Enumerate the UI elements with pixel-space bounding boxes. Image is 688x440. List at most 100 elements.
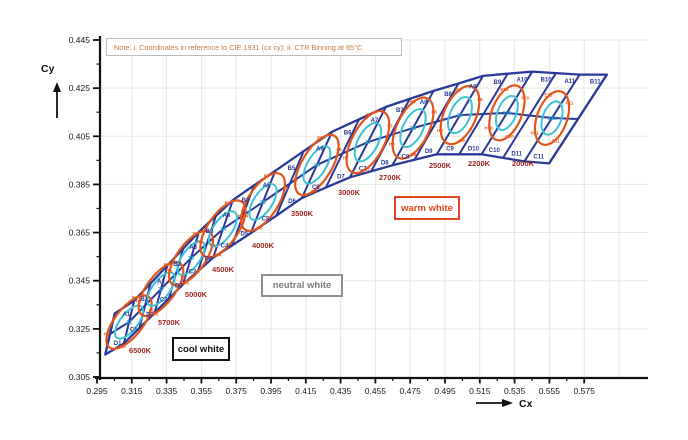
3step-label-31: 31	[126, 320, 132, 326]
bin-mid-line	[349, 106, 387, 178]
x-tick-label: 0.575	[574, 386, 596, 396]
bin-label-D11: D11	[511, 152, 522, 158]
cct-label-6500K: 6500K	[129, 346, 152, 355]
ring-label-G7: G7	[364, 167, 371, 172]
y-axis-title: Cy	[41, 63, 55, 75]
ellipse-3step-3	[176, 240, 206, 276]
3step-label-36: 36	[314, 163, 320, 169]
ring-label-G1: G1	[120, 344, 127, 349]
ellipse-3step-5	[248, 183, 278, 221]
bin-boundary-line	[324, 118, 360, 189]
y-tick-label: 0.305	[69, 372, 91, 382]
ring-label-G4: G4	[216, 252, 223, 257]
3step-label-37: 37	[365, 140, 371, 146]
y-tick-label: 0.385	[69, 179, 91, 189]
bin-mid-line	[212, 199, 234, 259]
ellipses	[105, 84, 571, 350]
ring-label-F4: F4	[243, 213, 249, 218]
bin-label-D3: D3	[175, 283, 183, 289]
ellipse-3step-10	[494, 94, 519, 131]
ellipse-5step-5	[239, 172, 287, 232]
bin-label-D6: D6	[288, 199, 296, 205]
ring-label-F1: F1	[149, 308, 155, 313]
3step-label-35: 35	[260, 200, 266, 206]
x-tick-label: 0.375	[226, 386, 248, 396]
ring-label-E8: E8	[410, 99, 416, 104]
cct-label-2000K: 2000K	[512, 159, 535, 168]
ring-label-E4: E4	[225, 201, 231, 206]
bin-label-A11: A11	[564, 79, 575, 85]
bin-label-D4: D4	[205, 256, 213, 262]
warm-white-label: warm white	[394, 196, 460, 220]
x-tick-label: 0.455	[365, 386, 387, 396]
ring-label-F2: F2	[181, 275, 187, 280]
bin-mid-line	[391, 90, 435, 166]
bin-label-A2: A2	[157, 279, 165, 285]
cool-white-text: cool white	[177, 343, 225, 355]
x-tick-label: 0.335	[156, 386, 178, 396]
ellipse-3step-9	[447, 96, 473, 135]
ring-label-H10: H10	[485, 126, 494, 131]
labels: A1 B1 C1 D1 E1 F1 G1 H1 31 6500K A2 B2 C2 D2 E2 F2 G2 H2 3…	[104, 77, 602, 355]
band-center-line	[109, 111, 579, 335]
3step-label-34: 34	[220, 227, 227, 233]
ring-label-H1: H1	[104, 331, 110, 336]
ring-label-G5: G5	[256, 226, 263, 231]
ring-label-E7: E7	[366, 112, 372, 117]
bin-label-C1: C1	[130, 328, 138, 334]
bin-mid-line	[181, 231, 200, 285]
neutral-white-label: neutral white	[261, 274, 343, 297]
ring-label-G9: G9	[459, 138, 466, 143]
ring-label-H9: H9	[437, 128, 443, 133]
bin-label-D7: D7	[337, 174, 345, 180]
ring-label-G10: G10	[505, 134, 514, 139]
bin-label-C8: C8	[402, 154, 410, 160]
ellipse-3step-8	[399, 108, 427, 148]
bin-label-B2: B2	[173, 262, 181, 268]
bin-boundary-line	[275, 150, 305, 217]
bin-label-B1: B1	[141, 297, 149, 303]
warm-white-text: warm white	[401, 202, 453, 214]
x-tick-label: 0.535	[504, 386, 526, 396]
note-box: Note: i. Coordinates in reference to CIE…	[106, 38, 402, 56]
bin-label-C11: C11	[533, 154, 544, 160]
ring-label-E1: E1	[132, 295, 138, 300]
ellipse-5step-1	[105, 294, 153, 350]
bin-label-D2: D2	[146, 312, 154, 318]
bin-label-B6: B6	[344, 131, 352, 137]
ring-label-E5: E5	[264, 173, 270, 178]
x-tick-label: 0.295	[86, 386, 108, 396]
bin-label-D10: D10	[468, 146, 480, 152]
bin-boundary-line	[370, 98, 411, 172]
ring-label-G2: G2	[153, 311, 160, 316]
bin-mid-line	[249, 170, 277, 234]
bin-label-B7: B7	[396, 108, 404, 114]
bin-label-C7: C7	[359, 166, 367, 172]
ring-label-H5: H5	[238, 213, 244, 218]
band-outline	[104, 70, 609, 356]
cct-label-3500K: 3500K	[291, 209, 314, 218]
ellipse-3step-1	[114, 304, 144, 340]
bin-boundary-line	[197, 215, 217, 272]
cct-label-5000K: 5000K	[185, 290, 208, 299]
bin-label-A9: A9	[469, 85, 477, 91]
bin-boundary-line	[458, 73, 509, 155]
ellipse-3step-11	[540, 100, 564, 136]
bin-label-C9: C9	[446, 146, 454, 152]
bin-label-B3: B3	[206, 229, 214, 235]
3step-label-39: 39	[457, 113, 463, 119]
y-tick-label: 0.405	[69, 131, 91, 141]
ring-label-F7: F7	[387, 124, 393, 129]
bin-label-A1: A1	[123, 312, 131, 318]
ring-label-H6: H6	[292, 178, 298, 183]
x-tick-label: 0.355	[191, 386, 213, 396]
cct-label-3000K: 3000K	[338, 188, 361, 197]
3step-label-310: 310	[502, 111, 511, 117]
bin-label-C6: C6	[312, 185, 320, 191]
x-tick-label: 0.315	[121, 386, 143, 396]
ellipse-3step-2	[146, 271, 176, 307]
ring-label-F3: F3	[210, 243, 216, 248]
neutral-white-text: neutral white	[272, 280, 332, 291]
